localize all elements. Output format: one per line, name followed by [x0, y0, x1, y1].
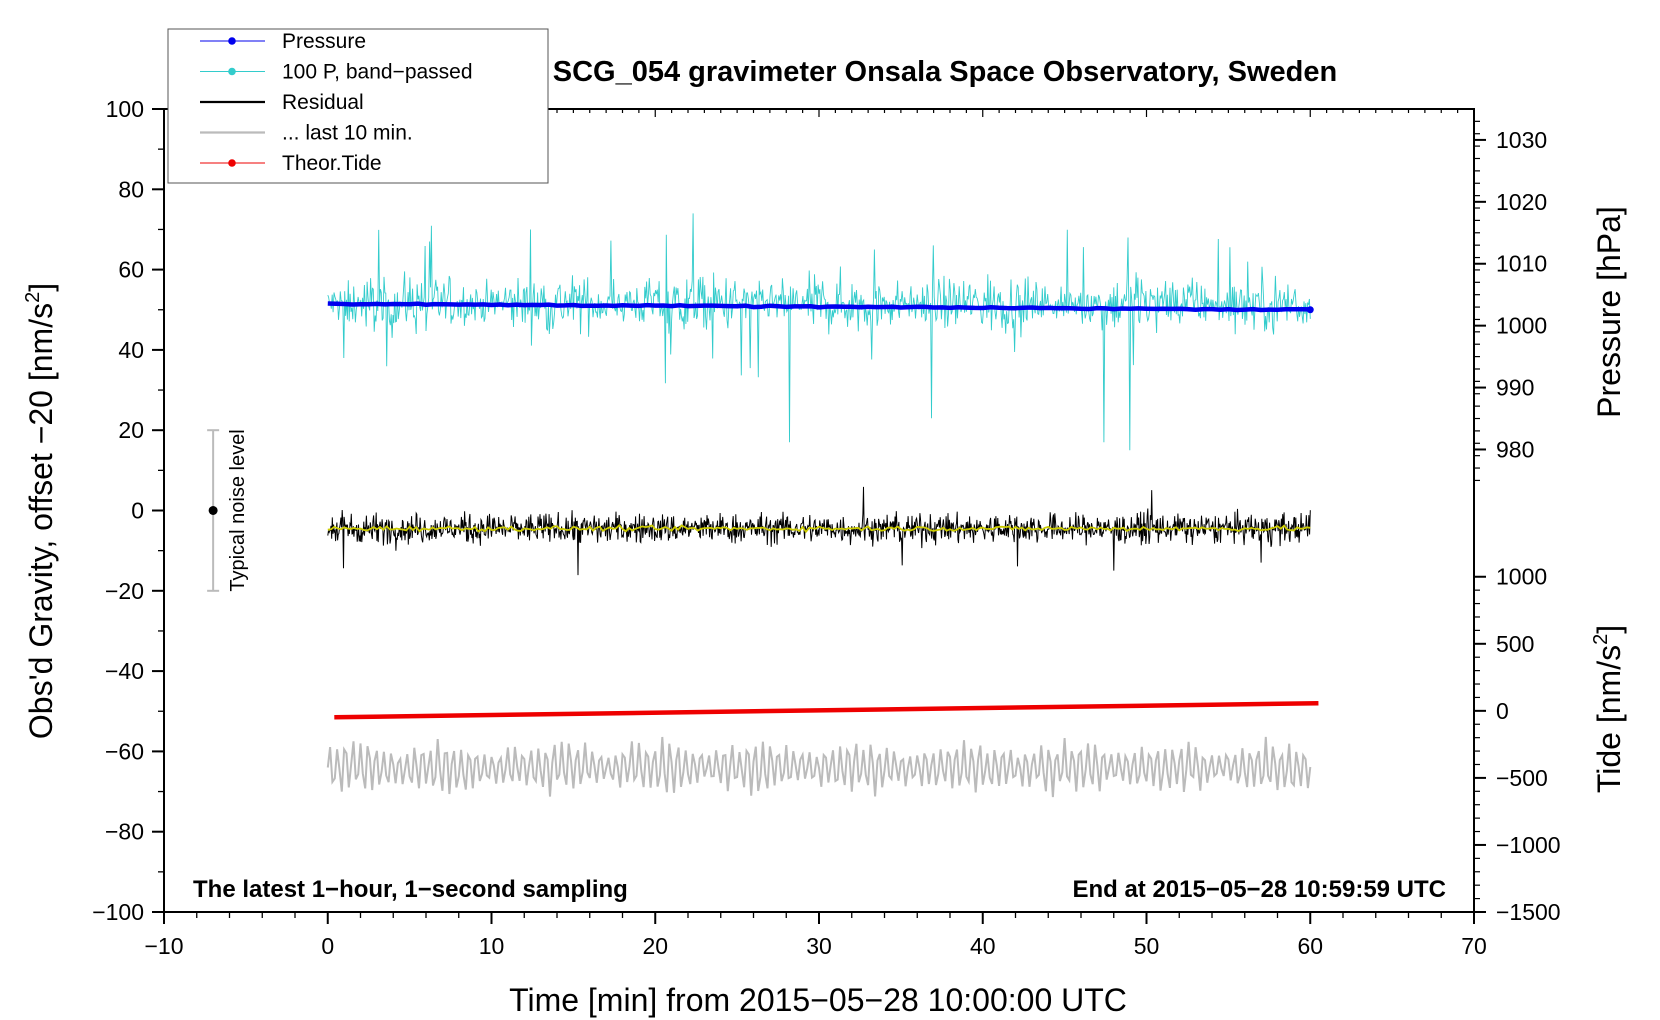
- y-tick-label: 60: [118, 257, 144, 283]
- last-10-min-line: [326, 736, 1312, 798]
- legend-label: Theor.Tide: [282, 152, 382, 175]
- x-tick-label: 20: [642, 933, 668, 959]
- pressure-tick-label: 1030: [1496, 127, 1547, 153]
- tide-axis-label-main: Tide [nm/s: [1591, 645, 1627, 793]
- x-tick-label: 0: [321, 933, 334, 959]
- legend-marker: [228, 67, 236, 76]
- y-tick-label: −80: [105, 819, 144, 845]
- left-axis-label-main: Obs'd Gravity, offset −20 [nm/s: [23, 303, 59, 739]
- y-tick-label: −40: [105, 658, 144, 684]
- tide-tick-label: 1000: [1496, 564, 1547, 590]
- x-tick-label: 70: [1461, 933, 1487, 959]
- note-left: The latest 1−hour, 1−second sampling: [193, 876, 628, 903]
- tide-axis-ticks: 1000 500 0 −500 −1000 −1500: [1474, 564, 1561, 925]
- pressure-tick-label: 1010: [1496, 251, 1547, 277]
- y-tick-label: 20: [118, 417, 144, 443]
- residual-mean-line: [327, 524, 1311, 534]
- noise-bar: Typical noise level: [207, 429, 249, 592]
- pressure-line: [327, 301, 1311, 313]
- x-tick-label: −10: [144, 933, 183, 959]
- y-tick-label: −100: [92, 899, 144, 925]
- noise-bar-dot: [208, 506, 218, 515]
- plot-frame: [163, 108, 1475, 913]
- legend-marker: [228, 37, 236, 45]
- pressure-tick-label: 1000: [1496, 313, 1547, 339]
- tide-tick-label: −500: [1496, 765, 1548, 791]
- note-right: End at 2015−05−28 10:59:59 UTC: [1072, 876, 1446, 903]
- pressure-end-marker: [1306, 306, 1314, 314]
- noise-bar-label: Typical noise level: [227, 429, 249, 591]
- x-axis-label: Time [min] from 2015−05−28 10:00:00 UTC: [509, 982, 1127, 1018]
- y-tick-label: 40: [118, 337, 144, 363]
- pressure-tick-label: 980: [1496, 436, 1534, 462]
- legend-marker: [228, 159, 236, 167]
- band-passed-line: [327, 213, 1311, 451]
- left-axis-label-sup: 2: [22, 292, 44, 303]
- tide-tick-label: −1000: [1496, 832, 1561, 858]
- series-layer: [326, 213, 1319, 798]
- x-axis-ticks: −10 0 10 20 30 40 50 60 70: [144, 912, 1487, 959]
- legend-label: 100 P, band−passed: [282, 61, 473, 84]
- x-tick-label: 50: [1134, 933, 1160, 959]
- pressure-tick-label: 990: [1496, 375, 1534, 401]
- left-axis-label-tail: ]: [23, 283, 59, 292]
- residual-line: [327, 486, 1311, 576]
- tide-axis-label-sup: 2: [1590, 634, 1612, 645]
- tide-axis-label-tail: ]: [1591, 625, 1627, 634]
- legend: Pressure 100 P, band−passed Residual ... la…: [167, 28, 549, 184]
- left-axis-ticks: 100 80 60 40 20 0 −20 −40 −60 −80 −100: [92, 96, 164, 925]
- tide-tick-label: 500: [1496, 631, 1534, 657]
- legend-box: [167, 28, 549, 184]
- tide-tick-label: 0: [1496, 698, 1509, 724]
- pressure-tick-label: 1020: [1496, 189, 1547, 215]
- legend-label: Pressure: [282, 30, 366, 53]
- chart-title: SCG_054 gravimeter Onsala Space Observat…: [553, 56, 1337, 88]
- tide-line: [334, 700, 1319, 720]
- pressure-axis-label: Pressure [hPa]: [1591, 206, 1627, 418]
- y-tick-label: −20: [105, 578, 144, 604]
- pressure-axis-ticks: 1030 1020 1010 1000 990 980: [1474, 120, 1547, 482]
- y-tick-label: 0: [131, 498, 144, 524]
- y-tick-label: −60: [105, 738, 144, 764]
- legend-label: Residual: [282, 91, 364, 114]
- y-tick-label: 100: [106, 96, 144, 122]
- tide-axis-label: Tide [nm/s2]: [1590, 625, 1627, 793]
- x-tick-label: 30: [806, 933, 832, 959]
- x-tick-label: 60: [1297, 933, 1323, 959]
- x-tick-label: 10: [479, 933, 505, 959]
- left-axis-label: Obs'd Gravity, offset −20 [nm/s2]: [22, 283, 59, 739]
- x-tick-label: 40: [970, 933, 996, 959]
- legend-label: ... last 10 min.: [282, 122, 413, 145]
- y-tick-label: 80: [118, 176, 144, 202]
- tide-tick-label: −1500: [1496, 899, 1561, 925]
